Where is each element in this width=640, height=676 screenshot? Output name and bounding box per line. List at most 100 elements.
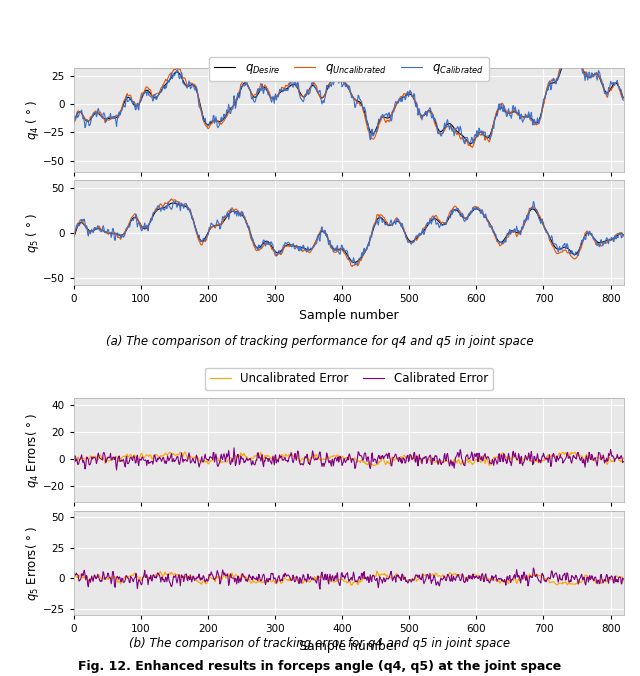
Calibrated Error (220, 452, 227, 460)
Legend: $q_{Desire}$, $q_{Uncalibrated}$, $q_{Calibrated}$: $q_{Desire}$, $q_{Uncalibrated}$, $q_{Ca… (209, 57, 488, 81)
$q_{Desire}$ (350, 258, 358, 266)
Calibrated Error (307, 457, 314, 465)
$q_{Uncalibrated}$ (409, 238, 417, 246)
$q_{Uncalibrated}$ (566, 47, 574, 55)
$q_{Uncalibrated}$ (620, 232, 627, 240)
$q_{Calibrated}$ (154, 202, 161, 210)
Calibrated Error (219, 566, 227, 574)
$q_{Desire}$ (70, 233, 77, 241)
$q_{Calibrated}$ (461, 140, 468, 148)
$q_{Desire}$ (564, 52, 572, 60)
$q_{Calibrated}$ (201, 116, 209, 124)
$q_{Desire}$ (620, 231, 627, 239)
Uncalibrated Error (70, 577, 77, 585)
Calibrated Error (620, 458, 627, 466)
Uncalibrated Error (409, 575, 417, 583)
Uncalibrated Error (370, 462, 378, 470)
$q_{Uncalibrated}$ (154, 205, 161, 213)
Uncalibrated Error (220, 458, 227, 466)
Calibrated Error (70, 570, 77, 578)
$q_{Uncalibrated}$ (70, 119, 77, 127)
Uncalibrated Error (409, 454, 417, 462)
Line: $q_{Calibrated}$: $q_{Calibrated}$ (74, 201, 623, 265)
$q_{Desire}$ (305, 85, 313, 93)
$q_{Desire}$ (219, 116, 227, 124)
Y-axis label: $q_5$ ( ° ): $q_5$ ( ° ) (24, 212, 42, 253)
Uncalibrated Error (620, 577, 627, 585)
Uncalibrated Error (219, 574, 227, 582)
Uncalibrated Error (429, 455, 436, 463)
Line: Calibrated Error: Calibrated Error (74, 568, 623, 589)
Uncalibrated Error (154, 573, 161, 581)
Uncalibrated Error (181, 448, 189, 456)
Uncalibrated Error (202, 458, 209, 466)
Line: $q_{Uncalibrated}$: $q_{Uncalibrated}$ (74, 51, 623, 147)
Calibrated Error (316, 585, 324, 593)
$q_{Calibrated}$ (70, 229, 77, 237)
Line: $q_{Calibrated}$: $q_{Calibrated}$ (74, 51, 623, 144)
Calibrated Error (305, 575, 313, 583)
$q_{Uncalibrated}$ (201, 118, 209, 126)
Uncalibrated Error (306, 458, 314, 466)
$q_{Calibrated}$ (409, 238, 417, 246)
Calibrated Error (408, 577, 416, 585)
$q_{Calibrated}$ (428, 113, 435, 121)
$q_{Uncalibrated}$ (620, 93, 627, 101)
Uncalibrated Error (305, 578, 313, 586)
Line: $q_{Desire}$: $q_{Desire}$ (74, 203, 623, 262)
Uncalibrated Error (620, 454, 627, 462)
$q_{Calibrated}$ (70, 121, 77, 129)
Calibrated Error (620, 575, 627, 583)
Text: (a) The comparison of tracking performance for q4 and q5 in joint space: (a) The comparison of tracking performan… (106, 335, 534, 347)
Uncalibrated Error (348, 581, 356, 589)
$q_{Calibrated}$ (564, 47, 572, 55)
$q_{Desire}$ (409, 237, 417, 245)
Uncalibrated Error (429, 570, 436, 578)
$q_{Calibrated}$ (306, 245, 314, 254)
$q_{Calibrated}$ (154, 92, 161, 100)
$q_{Desire}$ (428, 108, 435, 116)
$q_{Desire}$ (620, 94, 627, 102)
$q_{Calibrated}$ (202, 237, 209, 245)
Uncalibrated Error (373, 567, 381, 575)
Line: $q_{Uncalibrated}$: $q_{Uncalibrated}$ (74, 199, 623, 266)
X-axis label: Sample number: Sample number (299, 639, 399, 653)
$q_{Calibrated}$ (408, 88, 415, 96)
$q_{Calibrated}$ (351, 261, 359, 269)
Calibrated Error (429, 454, 436, 462)
$q_{Desire}$ (429, 215, 436, 223)
Y-axis label: $q_4$ ( ° ): $q_4$ ( ° ) (24, 99, 41, 140)
$q_{Uncalibrated}$ (70, 235, 77, 243)
Calibrated Error (201, 575, 209, 583)
$q_{Desire}$ (467, 139, 474, 147)
Calibrated Error (409, 455, 417, 463)
X-axis label: Sample number: Sample number (299, 310, 399, 322)
$q_{Uncalibrated}$ (305, 86, 313, 94)
$q_{Desire}$ (220, 218, 227, 226)
Y-axis label: $q_5$ Errors( ° ): $q_5$ Errors( ° ) (24, 525, 41, 601)
Text: Fig. 12. Enhanced results in forceps angle (q4, q5) at the joint space: Fig. 12. Enhanced results in forceps ang… (78, 660, 562, 673)
$q_{Desire}$ (408, 91, 415, 99)
$q_{Calibrated}$ (620, 231, 627, 239)
$q_{Uncalibrated}$ (168, 195, 175, 203)
$q_{Calibrated}$ (429, 217, 436, 225)
Calibrated Error (529, 564, 537, 572)
$q_{Desire}$ (201, 117, 209, 125)
Legend: Uncalibrated Error, Calibrated Error: Uncalibrated Error, Calibrated Error (205, 368, 493, 390)
$q_{Desire}$ (154, 92, 161, 100)
Calibrated Error (202, 450, 209, 458)
$q_{Calibrated}$ (305, 89, 313, 97)
$q_{Calibrated}$ (172, 197, 179, 206)
$q_{Uncalibrated}$ (348, 262, 356, 270)
$q_{Desire}$ (70, 118, 77, 126)
$q_{Uncalibrated}$ (220, 216, 227, 224)
Calibrated Error (230, 444, 238, 452)
Calibrated Error (154, 456, 162, 464)
Y-axis label: $q_4$ Errors( ° ): $q_4$ Errors( ° ) (24, 412, 42, 488)
Line: Uncalibrated Error: Uncalibrated Error (74, 571, 623, 585)
$q_{Calibrated}$ (220, 214, 227, 222)
$q_{Uncalibrated}$ (154, 89, 161, 97)
$q_{Uncalibrated}$ (428, 108, 435, 116)
Calibrated Error (428, 576, 436, 584)
Uncalibrated Error (70, 456, 77, 464)
